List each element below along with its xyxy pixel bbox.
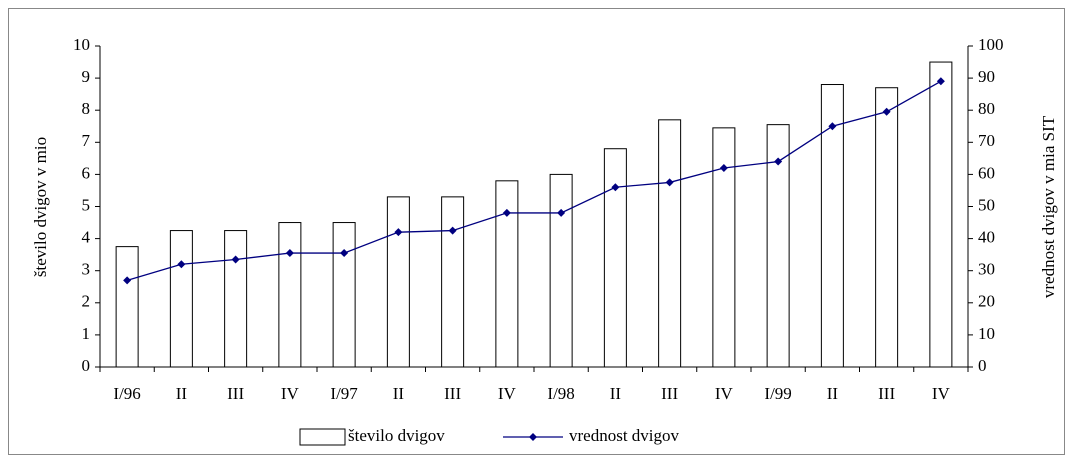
legend-swatch (299, 428, 346, 446)
marker (448, 226, 457, 235)
bar (441, 196, 465, 368)
x-tick-label: I/99 (764, 384, 791, 403)
y-tick-label: 2 (82, 292, 91, 311)
x-tick-label: IV (498, 384, 517, 403)
y2-axis-title: vrednost dvigov v mia SIT (1039, 115, 1058, 298)
x-tick-label: III (444, 384, 461, 403)
bar (820, 84, 844, 368)
y2-tick-label: 100 (978, 35, 1004, 54)
y2-tick-label: 40 (978, 228, 995, 247)
marker (502, 208, 511, 217)
y2-tick-label: 50 (978, 195, 995, 214)
bar (875, 87, 899, 368)
x-tick-label: I/96 (113, 384, 140, 403)
marker (231, 255, 240, 264)
x-tick-label: III (227, 384, 244, 403)
marker (828, 122, 837, 131)
y-tick-label: 6 (82, 163, 91, 182)
bar (115, 246, 139, 368)
line (126, 80, 942, 281)
bar (332, 222, 356, 368)
bar (386, 196, 410, 368)
legend-label: število dvigov (348, 426, 445, 445)
marker (557, 208, 566, 217)
bar (766, 124, 790, 368)
y-tick-label: 10 (73, 35, 90, 54)
x-tick-label: III (878, 384, 895, 403)
y2-tick-label: 30 (978, 260, 995, 279)
x-tick-label: IV (932, 384, 951, 403)
x-tick-label: IV (715, 384, 734, 403)
bar (549, 173, 573, 368)
marker (936, 77, 945, 86)
bar (278, 222, 302, 368)
x-tick-label: I/98 (547, 384, 574, 403)
y-tick-label: 8 (82, 99, 91, 118)
bar (224, 230, 248, 368)
y2-tick-label: 70 (978, 131, 995, 150)
marker (394, 228, 403, 237)
bar (712, 127, 736, 368)
x-tick-label: I/97 (330, 384, 358, 403)
y-axis-title: število dvigov v mio (31, 137, 50, 277)
y-tick-label: 9 (82, 67, 91, 86)
marker (123, 276, 132, 285)
bar (495, 180, 519, 368)
x-tick-label: II (176, 384, 188, 403)
y2-tick-label: 20 (978, 292, 995, 311)
x-tick-label: II (393, 384, 405, 403)
y-tick-label: 3 (82, 260, 91, 279)
y2-tick-label: 90 (978, 67, 995, 86)
y-tick-label: 4 (82, 228, 91, 247)
y2-tick-label: 10 (978, 324, 995, 343)
y2-tick-label: 80 (978, 99, 995, 118)
marker (719, 163, 728, 172)
y2-tick-label: 0 (978, 356, 987, 375)
marker (882, 107, 891, 116)
marker (340, 249, 349, 258)
marker (665, 178, 674, 187)
bar (603, 148, 627, 368)
y-tick-label: 7 (82, 131, 91, 150)
bar (929, 61, 953, 368)
bar (169, 230, 193, 368)
bar (658, 119, 682, 368)
marker (285, 249, 294, 258)
x-tick-label: III (661, 384, 678, 403)
marker (611, 183, 620, 192)
legend-label: vrednost dvigov (569, 426, 680, 445)
y-tick-label: 5 (82, 195, 91, 214)
x-tick-label: II (827, 384, 839, 403)
marker (177, 260, 186, 269)
y-tick-label: 1 (82, 324, 91, 343)
marker (774, 157, 783, 166)
legend-marker (529, 433, 537, 441)
x-tick-label: II (610, 384, 622, 403)
x-tick-label: IV (281, 384, 300, 403)
y-tick-label: 0 (82, 356, 91, 375)
y2-tick-label: 60 (978, 163, 995, 182)
chart-frame (8, 8, 1065, 455)
